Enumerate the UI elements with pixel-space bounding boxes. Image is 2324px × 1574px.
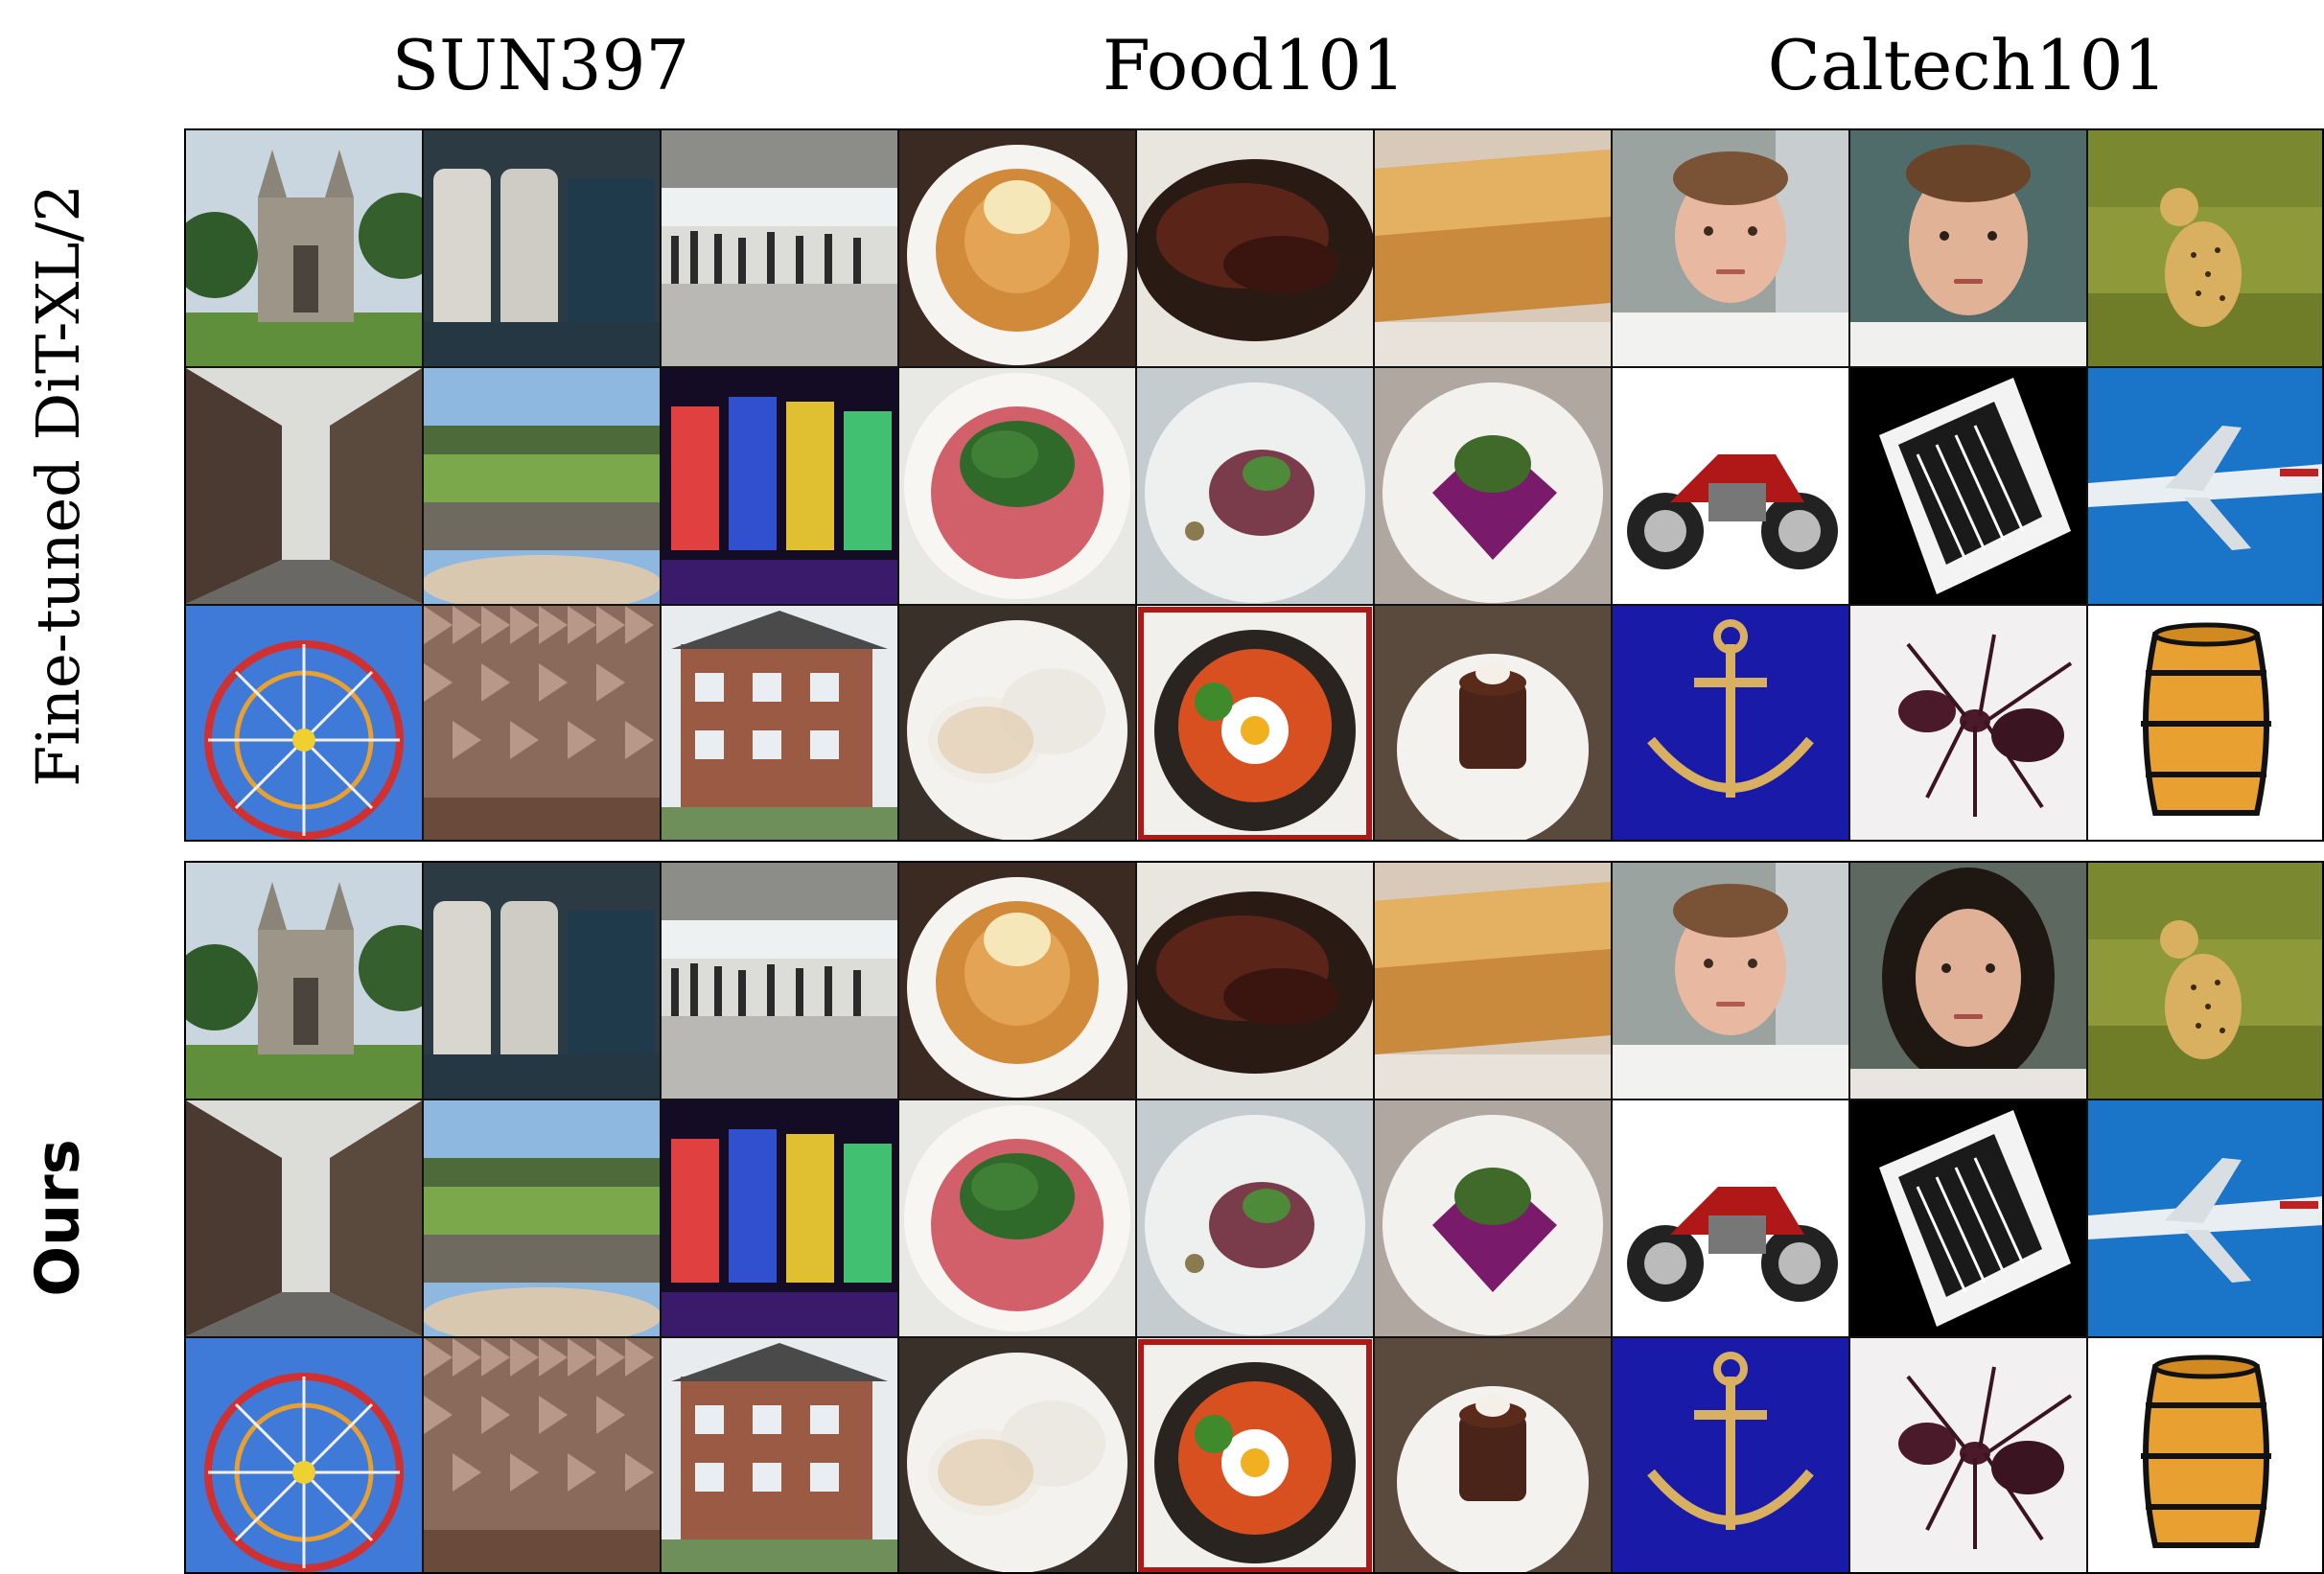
thumbnail-purple-dessert: [1375, 368, 1613, 606]
thumbnail-tartare: [1137, 368, 1375, 606]
thumbnail-carpaccio: [899, 368, 1137, 606]
thumbnail-beignets: [899, 1338, 1137, 1572]
thumbnail-apartment: [662, 606, 899, 840]
thumbnail-airport-hall: [662, 863, 899, 1100]
thumbnail-cheetah: [2088, 130, 2322, 368]
thumbnail-face-man-office: [1613, 863, 1850, 1100]
thumbnail-arcade: [662, 1100, 899, 1338]
column-header-caltech101: Caltech101: [1767, 25, 2168, 105]
thumbnail-anechoic-room: [424, 606, 662, 840]
thumbnail-airplane: [2088, 1100, 2322, 1338]
thumbnail-cheetah: [2088, 863, 2322, 1100]
thumbnail-purple-dessert: [1375, 1100, 1613, 1338]
thumbnail-baklava: [1375, 130, 1613, 368]
image-grid-finetuned: [184, 128, 2324, 842]
thumbnail-motorcycle: [1613, 1100, 1850, 1338]
thumbnail-accordion: [1850, 1100, 2088, 1338]
block-label-ours: Ours: [0, 861, 115, 1574]
thumbnail-bibimbap: [1137, 1338, 1375, 1572]
thumbnail-train-seats: [424, 130, 662, 368]
thumbnail-face-man: [1850, 130, 2088, 368]
thumbnail-pastry-cream: [899, 863, 1137, 1100]
thumbnail-ribs: [1137, 863, 1375, 1100]
thumbnail-face-woman: [1850, 863, 2088, 1100]
thumbnail-cathedral: [186, 130, 424, 368]
column-header-sun397: SUN397: [391, 25, 690, 105]
thumbnail-cathedral: [186, 863, 424, 1100]
thumbnail-motorcycle: [1613, 368, 1850, 606]
thumbnail-face-man-office: [1613, 130, 1850, 368]
thumbnail-ant: [1850, 1338, 2088, 1572]
thumbnail-ribs: [1137, 130, 1375, 368]
thumbnail-alley: [186, 368, 424, 606]
thumbnail-apartment: [662, 1338, 899, 1572]
thumbnail-carpaccio: [899, 1100, 1137, 1338]
thumbnail-accordion: [1850, 368, 2088, 606]
block-label-finetuned-text: Fine-tuned DiT-XL/2: [22, 183, 93, 787]
thumbnail-pastry-cream: [899, 130, 1137, 368]
thumbnail-anechoic-room: [424, 1338, 662, 1572]
thumbnail-chocolate-cake: [1375, 606, 1613, 840]
thumbnail-beignets: [899, 606, 1137, 840]
block-label-finetuned: Fine-tuned DiT-XL/2: [0, 128, 115, 842]
thumbnail-tartare: [1137, 1100, 1375, 1338]
thumbnail-ferris-wheel: [186, 606, 424, 840]
thumbnail-anchor: [1613, 1338, 1850, 1572]
thumbnail-arcade: [662, 368, 899, 606]
thumbnail-bibimbap: [1137, 606, 1375, 840]
thumbnail-alley: [186, 1100, 424, 1338]
thumbnail-airplane: [2088, 368, 2322, 606]
thumbnail-chocolate-cake: [1375, 1338, 1613, 1572]
thumbnail-ant: [1850, 606, 2088, 840]
thumbnail-barrel: [2088, 606, 2322, 840]
thumbnail-train-seats: [424, 863, 662, 1100]
thumbnail-airport-hall: [662, 130, 899, 368]
thumbnail-barrel: [2088, 1338, 2322, 1572]
image-grid-ours: [184, 861, 2324, 1574]
thumbnail-amphitheater: [424, 368, 662, 606]
block-label-ours-text: Ours: [22, 1138, 93, 1297]
column-header-food101: Food101: [1102, 25, 1406, 105]
thumbnail-baklava: [1375, 863, 1613, 1100]
thumbnail-amphitheater: [424, 1100, 662, 1338]
thumbnail-ferris-wheel: [186, 1338, 424, 1572]
thumbnail-anchor: [1613, 606, 1850, 840]
